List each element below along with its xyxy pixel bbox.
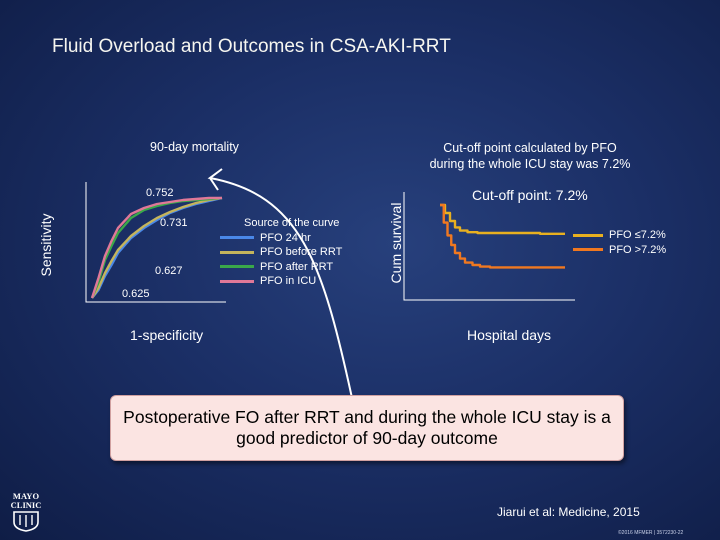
legend-label: PFO >7.2%	[609, 243, 667, 256]
roc-y-axis-label: Sensitivity	[38, 213, 54, 277]
roc-legend-item: PFO before RRT	[220, 245, 342, 260]
legend-swatch	[220, 279, 254, 283]
roc-legend-item: PFO 24 hr	[220, 231, 342, 246]
cutoff-caption-line1: Cut-off point calculated by PFO	[443, 141, 617, 155]
roc-legend-item: PFO after RRT	[220, 260, 342, 275]
legend-swatch	[220, 265, 254, 269]
conclusion-text: Postoperative FO after RRT and during th…	[123, 407, 611, 448]
roc-axes	[85, 182, 226, 303]
auc-label-before-rrt: 0.627	[155, 265, 183, 277]
roc-x-axis-label: 1-specificity	[130, 327, 204, 343]
km-series-1	[440, 203, 565, 269]
shield-icon	[13, 511, 39, 532]
km-legend-item: PFO >7.2%	[573, 243, 666, 258]
legend-swatch	[220, 250, 254, 254]
legend-label: PFO 24 hr	[260, 231, 311, 244]
roc-legend-title: Source of the curve	[244, 217, 340, 229]
km-x-axis-label: Hospital days	[467, 327, 552, 343]
roc-curves	[90, 196, 223, 299]
km-legend: PFO ≤7.2% PFO >7.2%	[573, 228, 666, 257]
copyright: ©2016 MFMER | 3572230-22	[618, 530, 684, 536]
mayo-clinic-logo: MAYO CLINIC	[8, 492, 44, 536]
auc-label-after-rrt: 0.731	[160, 217, 188, 229]
roc-caption: 90-day mortality	[150, 140, 239, 154]
slide-title: Fluid Overload and Outcomes in CSA-AKI-R…	[52, 36, 451, 57]
km-legend-item: PFO ≤7.2%	[573, 228, 666, 243]
legend-swatch	[573, 233, 603, 237]
cutoff-caption: Cut-off point calculated by PFO during t…	[415, 140, 645, 172]
auc-label-icu: 0.752	[146, 187, 174, 199]
logo-wordmark: MAYO CLINIC	[10, 491, 42, 510]
roc-series-2	[90, 196, 223, 299]
roc-series-3	[90, 196, 222, 299]
legend-label: PFO ≤7.2%	[609, 229, 666, 241]
legend-swatch	[220, 236, 254, 240]
legend-label: PFO after RRT	[260, 260, 334, 273]
km-series-0	[440, 203, 565, 235]
km-y-axis-label: Cum survival	[388, 202, 404, 284]
connector-arrow	[207, 168, 353, 399]
km-curves	[440, 203, 565, 269]
citation: Jiarui et al: Medicine, 2015	[497, 505, 640, 519]
roc-legend: Source of the curve PFO 24 hr PFO before…	[220, 216, 342, 289]
roc-series-1	[90, 196, 223, 299]
conclusion-box: Postoperative FO after RRT and during th…	[110, 395, 624, 461]
legend-swatch	[573, 248, 603, 252]
auc-label-24hr: 0.625	[122, 288, 150, 300]
legend-label: PFO in ICU	[260, 275, 317, 287]
roc-legend-item: PFO in ICU	[220, 274, 342, 289]
km-chart-title: Cut-off point: 7.2%	[472, 187, 588, 203]
cutoff-caption-line2: during the whole ICU stay was 7.2%	[429, 157, 631, 171]
legend-label: PFO before RRT	[260, 246, 343, 258]
km-axes	[403, 192, 575, 301]
